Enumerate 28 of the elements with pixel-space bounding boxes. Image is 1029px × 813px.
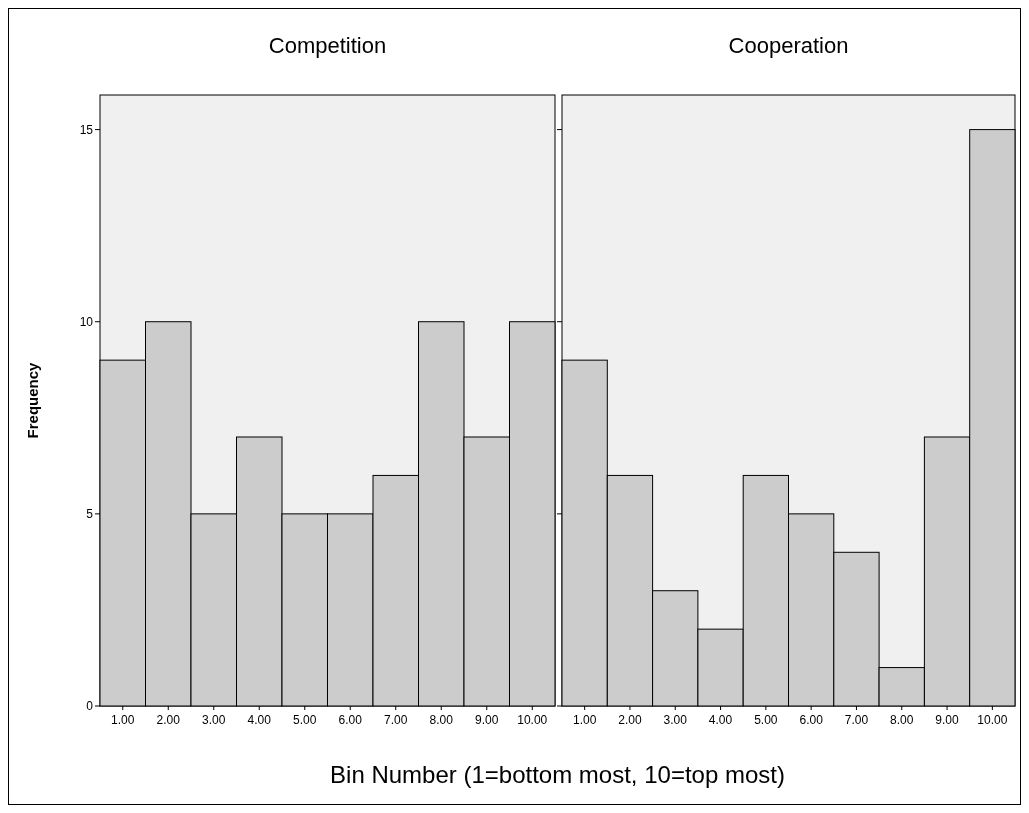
y-tick-label: 0 [86,699,94,714]
x-tick-label: 9.00 [475,713,499,727]
y-tick-label: 10 [79,314,94,329]
x-tick-label: 10.00 [977,713,1008,727]
x-tick-label: 5.00 [293,713,317,727]
x-tick-label: 2.00 [618,713,642,727]
y-tick-label: 15 [79,122,94,137]
x-tick-label: 8.00 [890,713,914,727]
x-tick-label: 9.00 [935,713,960,727]
x-tick-label: 8.00 [429,713,454,727]
x-tick-label: 3.00 [202,713,226,727]
x-tick-label: 10.00 [517,713,548,727]
x-axis-title: Bin Number (1=bottom most, 10=top most) [330,761,785,788]
chart-title: Cooperation [728,33,849,58]
x-tick-label: 1.00 [111,713,135,727]
y-tick-label: 5 [86,507,94,522]
x-tick-label: 3.00 [663,713,688,727]
x-tick-label: 2.00 [156,713,181,727]
x-tick-label: 1.00 [572,713,597,727]
x-tick-label: 4.00 [247,713,272,727]
x-tick-label: 6.00 [338,713,363,727]
chart-title: Competition [268,33,387,58]
x-tick-label: 5.00 [754,713,778,727]
x-tick-label: 7.00 [384,713,408,727]
y-axis-title: Frequency [24,361,41,439]
x-tick-label: 6.00 [799,713,824,727]
x-tick-label: 7.00 [844,713,869,727]
x-tick-label: 4.00 [708,713,733,727]
